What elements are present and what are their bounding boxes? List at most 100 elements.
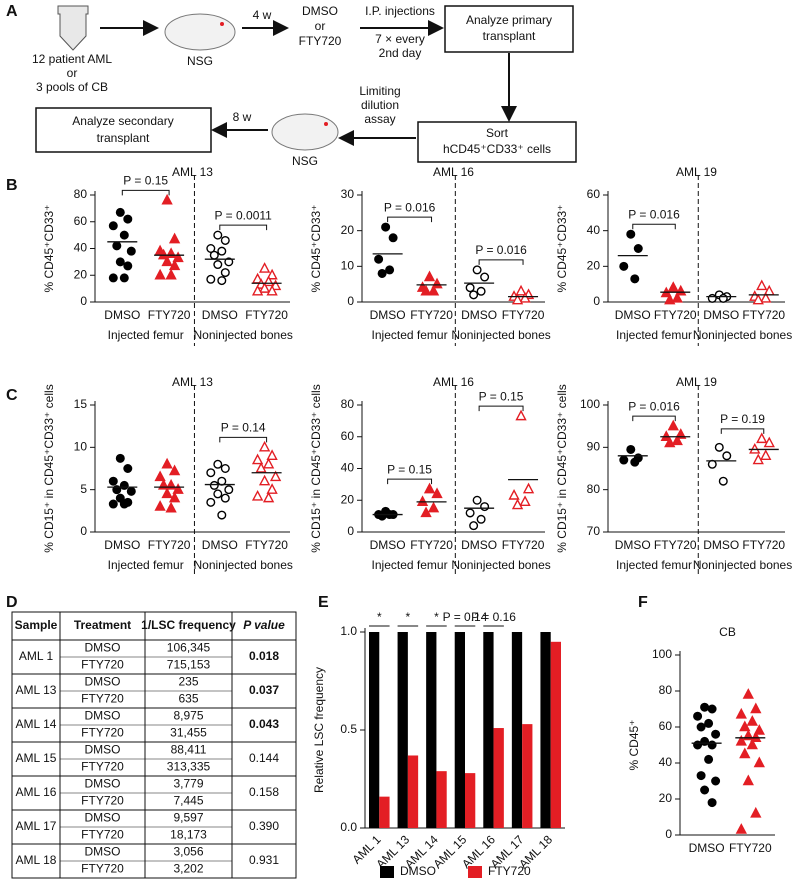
data-point (763, 436, 775, 448)
table-cell: 0.037 (249, 683, 279, 697)
data-point (381, 222, 391, 232)
bar (436, 771, 447, 828)
data-point (508, 488, 520, 500)
data-point (693, 740, 703, 750)
table-cell: 7,445 (173, 794, 203, 808)
data-point (626, 229, 636, 239)
table-cell: FTY720 (81, 828, 124, 842)
group-label: Noninjected bones (451, 558, 550, 572)
x-tick-label: DMSO (689, 841, 725, 855)
data-point (112, 241, 122, 251)
y-tick-label: 0 (593, 294, 600, 308)
significance-bracket (387, 216, 433, 223)
data-point (696, 771, 706, 781)
data-point (213, 459, 223, 469)
data-point (742, 774, 754, 786)
data-point (266, 449, 278, 460)
p-value-label: P = 0.15 (479, 389, 524, 403)
significance-bracket (219, 224, 268, 231)
y-tick-label: 0 (347, 524, 354, 538)
group-label: Noninjected bones (193, 558, 292, 572)
data-point (515, 409, 527, 421)
data-point (749, 442, 761, 454)
group-label: Injected femur (372, 558, 448, 572)
data-point (700, 702, 710, 712)
box-text: transplant (97, 131, 150, 145)
data-point (704, 718, 714, 728)
data-point (213, 489, 223, 499)
box-text: Analyze primary (466, 13, 552, 27)
data-point (251, 284, 264, 296)
y-tick-label: 0 (665, 827, 672, 841)
y-tick-label: 100 (652, 647, 672, 661)
panel-label: C (6, 387, 18, 404)
data-point (707, 704, 717, 714)
data-point (660, 430, 672, 441)
data-point (619, 261, 629, 271)
data-point (760, 291, 772, 303)
data-point (224, 485, 234, 495)
data-point (168, 232, 181, 244)
y-tick-label: 0.5 (340, 722, 357, 736)
y-tick-label: 40 (659, 755, 673, 769)
x-tick-label: DMSO (461, 308, 497, 322)
mouse-label: NSG (187, 54, 213, 68)
data-point (115, 493, 125, 503)
x-tick-label: DMSO (104, 308, 140, 322)
injection-text: 2nd day (379, 46, 422, 60)
table-border (11, 611, 297, 879)
y-tick-label: 10 (74, 440, 88, 454)
table-cell: FTY720 (81, 794, 124, 808)
table-cell: FTY720 (81, 726, 124, 740)
chart-title: AML 19 (676, 375, 717, 389)
y-tick-label: 10 (341, 259, 355, 273)
table-cell: FTY720 (81, 658, 124, 672)
data-point (172, 483, 184, 494)
panel-label: E (318, 594, 329, 611)
data-point (119, 499, 129, 509)
group-label: Injected femur (108, 328, 184, 342)
y-tick-label: 1.0 (340, 624, 357, 638)
table-cell: 0.390 (249, 819, 279, 833)
y-axis-label: % CD15⁺ in CD45⁺CD33⁺ cells (42, 384, 56, 552)
group-label: Noninjected bones (693, 328, 792, 342)
bar (397, 632, 408, 828)
significance-bracket (387, 478, 433, 485)
mouse-icon (164, 13, 236, 51)
y-tick-label: 20 (587, 259, 601, 273)
data-point (696, 722, 706, 732)
table-cell: DMSO (85, 845, 121, 859)
table-cell: 313,335 (167, 760, 211, 774)
y-axis-label: % CD15⁺ in CD45⁺CD33⁺ cells (309, 384, 323, 552)
data-point (756, 279, 768, 291)
group-label: Injected femur (372, 328, 448, 342)
workflow-diagram: 12 patient AML or 3 pools of CB NSG 4 w … (32, 4, 577, 168)
significance-label: * (434, 610, 439, 624)
data-point (750, 806, 762, 818)
bar (379, 796, 390, 828)
data-point (266, 284, 278, 296)
box-text: Analyze secondary (72, 114, 173, 128)
data-point (664, 436, 676, 448)
x-tick-label: FTY720 (245, 538, 288, 552)
data-point (630, 457, 640, 467)
data-point (722, 451, 732, 461)
data-point (750, 731, 762, 742)
data-point (269, 470, 282, 482)
data-point (700, 785, 710, 795)
x-tick-label: FTY720 (148, 308, 191, 322)
data-point (168, 491, 181, 503)
y-tick-label: 90 (587, 440, 601, 454)
assay-text: assay (364, 112, 395, 126)
data-point (739, 747, 751, 759)
panel-label: A (6, 3, 18, 20)
y-axis-label: % CD45⁺ (627, 719, 641, 770)
group-label: Injected femur (616, 328, 692, 342)
table-cell: DMSO (85, 743, 121, 757)
y-tick-label: 60 (74, 214, 88, 228)
legend-label: FTY720 (488, 864, 531, 878)
data-point (664, 293, 676, 305)
mouse-eye (324, 122, 328, 126)
panel-label: F (638, 594, 648, 611)
x-tick-label: FTY720 (654, 308, 697, 322)
